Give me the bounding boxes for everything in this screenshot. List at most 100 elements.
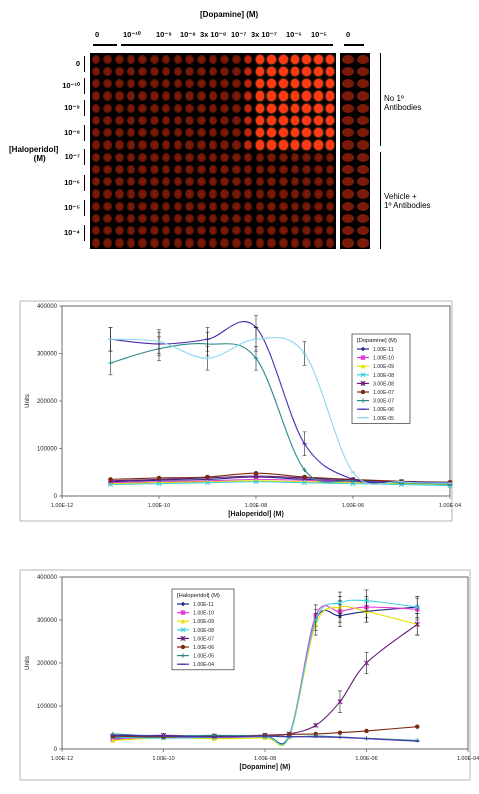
well	[138, 189, 148, 199]
well	[267, 140, 276, 150]
data-point	[253, 471, 259, 476]
legend-entry: 1.00E-05	[373, 416, 394, 422]
well	[290, 66, 300, 76]
well	[267, 238, 276, 248]
well	[208, 201, 218, 211]
well	[161, 152, 171, 162]
group-bottom-bracket	[380, 152, 381, 249]
plate-column-underline	[309, 44, 333, 46]
well	[220, 152, 230, 162]
well	[185, 54, 194, 64]
well	[302, 213, 312, 223]
data-point	[180, 627, 186, 633]
well	[161, 164, 171, 174]
well	[138, 128, 148, 138]
well	[173, 91, 183, 101]
well	[103, 164, 112, 174]
well	[314, 226, 323, 236]
well	[208, 128, 218, 138]
legend-entry: 1.00E-09	[373, 364, 394, 370]
data-point	[108, 477, 113, 482]
well	[185, 226, 194, 236]
well	[243, 54, 253, 64]
well	[185, 164, 194, 174]
data-point	[337, 699, 343, 705]
data-point	[253, 479, 259, 485]
legend-entry: 1.00E-08	[193, 628, 214, 634]
well	[290, 201, 300, 211]
well	[196, 226, 206, 236]
well	[278, 115, 288, 125]
well	[232, 103, 241, 113]
well	[302, 189, 312, 199]
legend-entry: 1.00E-05	[193, 654, 214, 660]
control-well	[341, 103, 354, 113]
well	[208, 152, 218, 162]
plot-area	[61, 576, 469, 750]
legend-entry: 1.00E-11	[373, 347, 394, 353]
control-well	[341, 128, 354, 138]
well	[267, 103, 276, 113]
well	[114, 226, 124, 236]
well	[185, 152, 194, 162]
well	[278, 226, 288, 236]
well	[173, 152, 183, 162]
well	[150, 177, 159, 187]
well	[243, 103, 253, 113]
well	[91, 91, 101, 101]
well	[103, 213, 112, 223]
well	[302, 115, 312, 125]
well	[161, 128, 171, 138]
well	[232, 189, 241, 199]
well	[314, 91, 323, 101]
well	[126, 103, 136, 113]
well	[220, 177, 230, 187]
well	[150, 152, 159, 162]
well	[267, 213, 276, 223]
well	[278, 177, 288, 187]
well	[232, 91, 241, 101]
well	[103, 79, 112, 89]
data-point	[363, 660, 370, 666]
well	[138, 140, 148, 150]
plate-column-underline	[154, 44, 182, 46]
control-well	[356, 189, 369, 199]
well	[138, 177, 148, 187]
well	[255, 79, 265, 89]
well	[208, 66, 218, 76]
legend-entry: 1.00E-10	[373, 356, 394, 362]
well	[232, 238, 241, 248]
well	[314, 103, 323, 113]
well	[208, 189, 218, 199]
well	[91, 201, 101, 211]
well	[302, 54, 312, 64]
well	[114, 140, 124, 150]
well	[255, 213, 265, 223]
y-tick-label: 400000	[37, 575, 58, 581]
data-point	[180, 610, 186, 615]
legend-box	[171, 588, 235, 671]
control-well	[341, 54, 354, 64]
well	[267, 66, 276, 76]
control-well	[356, 66, 369, 76]
well	[114, 152, 124, 162]
well	[314, 189, 323, 199]
well	[302, 128, 312, 138]
well	[302, 91, 312, 101]
well	[150, 54, 159, 64]
well	[208, 164, 218, 174]
well	[91, 189, 101, 199]
well	[278, 140, 288, 150]
well	[150, 66, 159, 76]
well	[91, 128, 101, 138]
well	[325, 189, 335, 199]
well	[173, 66, 183, 76]
well	[196, 115, 206, 125]
control-well	[356, 213, 369, 223]
well	[267, 54, 276, 64]
data-point	[212, 736, 217, 741]
well	[314, 140, 323, 150]
plate-column-label: 3x 10⁻⁷	[251, 30, 277, 39]
well	[196, 128, 206, 138]
well	[267, 189, 276, 199]
